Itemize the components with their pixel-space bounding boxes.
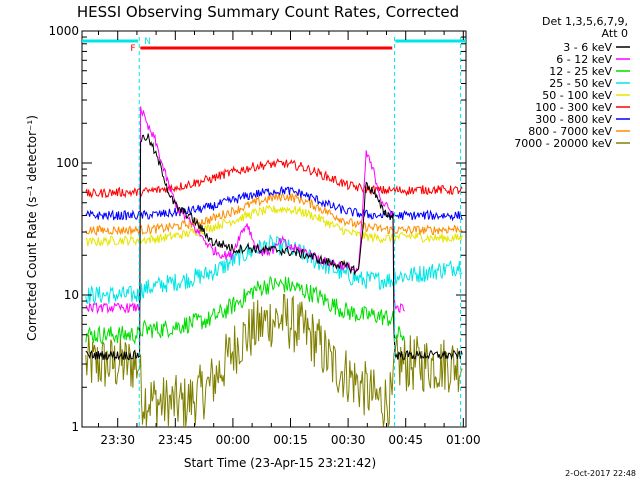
legend-label: 25 - 50 keV <box>549 77 612 90</box>
legend-label: 7000 - 20000 keV <box>514 137 612 150</box>
flag-label-night: N <box>144 37 151 47</box>
series-line-4 <box>85 204 463 248</box>
x-tick-label: 23:45 <box>158 433 193 447</box>
y-tick-label: 10 <box>64 288 79 302</box>
series-layer <box>85 106 463 428</box>
y-tick-label: 100 <box>56 156 79 170</box>
y-tick-label: 1000 <box>48 24 79 38</box>
y-tick-label: 1 <box>71 420 79 434</box>
series-line-6 <box>85 186 463 222</box>
y-axis-label: Corrected Count Rate (s⁻¹ detector⁻¹) <box>25 115 39 341</box>
x-tick-label: 00:00 <box>216 433 251 447</box>
axes-layer: 1 10 100 1000 23:30 23:45 00:00 00:15 00:30 00:45… <box>48 24 480 447</box>
plot-area <box>81 30 467 428</box>
legend-label: 300 - 800 keV <box>535 113 612 126</box>
series-line-8 <box>85 293 463 428</box>
annotation-layer: FN <box>82 37 466 427</box>
legend-label: 12 - 25 keV <box>549 65 612 78</box>
x-tick-label: 23:30 <box>100 433 135 447</box>
legend-label: 6 - 12 keV <box>556 53 612 66</box>
x-axis-label: Start Time (23-Apr-15 23:21:42) <box>184 456 376 470</box>
series-line-7 <box>85 192 463 236</box>
legend-header-2: Att 0 <box>602 27 628 40</box>
x-tick-label: 00:45 <box>388 433 423 447</box>
legend-label: 50 - 100 keV <box>542 89 612 102</box>
x-tick-label: 01:00 <box>446 433 481 447</box>
legend-label: 800 - 7000 keV <box>528 125 612 138</box>
flag-label-flare: F <box>130 44 135 54</box>
series-line-0 <box>85 133 463 362</box>
timestamp: 2-Oct-2017 22:48 <box>565 469 636 478</box>
series-line-5 <box>85 158 463 199</box>
legend-header-1: Det 1,3,5,6,7,9, <box>542 15 628 28</box>
x-tick-label: 00:15 <box>273 433 308 447</box>
legend-label: 3 - 6 keV <box>563 41 612 54</box>
x-tick-label: 00:30 <box>331 433 366 447</box>
chart-title: HESSI Observing Summary Count Rates, Cor… <box>77 3 459 21</box>
series-line-2 <box>85 275 406 346</box>
series-line-3 <box>85 233 463 305</box>
legend-label: 100 - 300 keV <box>535 101 612 114</box>
